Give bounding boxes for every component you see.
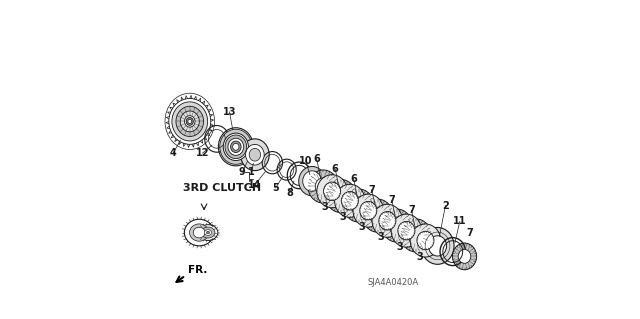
Text: 3RD CLUTCH: 3RD CLUTCH [184,183,262,193]
Ellipse shape [417,231,434,250]
Ellipse shape [230,141,241,152]
Ellipse shape [241,139,269,171]
Ellipse shape [220,129,252,164]
Text: 2: 2 [442,201,449,211]
Ellipse shape [381,209,412,242]
Ellipse shape [176,106,204,137]
Text: 3: 3 [339,212,346,222]
Ellipse shape [225,135,246,159]
Ellipse shape [249,152,260,164]
Text: 3: 3 [417,252,424,262]
Text: 10: 10 [299,156,312,166]
Ellipse shape [188,119,192,123]
Text: 4: 4 [170,148,177,158]
Text: FR.: FR. [188,265,207,275]
Ellipse shape [204,230,212,235]
Ellipse shape [428,236,447,256]
Text: 7: 7 [466,227,473,238]
Text: 3: 3 [397,242,403,252]
Text: SJA4A0420A: SJA4A0420A [367,278,419,287]
Ellipse shape [362,199,393,232]
Ellipse shape [379,211,396,230]
Ellipse shape [299,167,325,196]
Ellipse shape [370,207,386,224]
Ellipse shape [193,227,205,238]
Ellipse shape [165,93,214,150]
Ellipse shape [218,128,253,166]
Ellipse shape [398,221,415,240]
Text: 7: 7 [368,185,375,195]
Text: 5: 5 [272,183,279,193]
Ellipse shape [184,116,195,127]
Ellipse shape [172,102,207,141]
Ellipse shape [201,227,215,238]
Ellipse shape [180,111,199,132]
Ellipse shape [389,217,404,234]
Ellipse shape [344,189,374,222]
Ellipse shape [246,145,264,165]
Ellipse shape [372,204,403,237]
Text: 1: 1 [248,167,255,177]
Text: 9: 9 [239,167,246,177]
Ellipse shape [228,138,244,155]
Text: 6: 6 [350,174,357,183]
Ellipse shape [186,117,193,125]
Ellipse shape [333,188,349,204]
Text: 8: 8 [286,188,293,198]
Ellipse shape [233,143,239,150]
Ellipse shape [401,219,431,252]
Ellipse shape [223,133,248,160]
Text: 6: 6 [314,154,320,165]
Ellipse shape [326,180,356,212]
Text: 3: 3 [377,232,384,242]
Ellipse shape [353,194,383,227]
Ellipse shape [335,184,365,217]
Ellipse shape [410,224,441,257]
Text: 3: 3 [358,222,365,232]
Text: 12: 12 [196,148,209,158]
Ellipse shape [391,214,422,247]
Ellipse shape [207,231,209,234]
Ellipse shape [341,191,358,210]
Ellipse shape [308,170,339,203]
Ellipse shape [316,178,331,195]
Text: 6: 6 [332,164,339,174]
Ellipse shape [408,227,424,244]
Text: 7: 7 [388,195,395,205]
Ellipse shape [452,243,477,270]
Ellipse shape [421,227,454,264]
Ellipse shape [303,171,321,191]
Ellipse shape [458,249,471,263]
Ellipse shape [189,224,209,241]
Ellipse shape [249,148,260,161]
Ellipse shape [351,197,367,214]
Text: 14: 14 [248,180,262,190]
Ellipse shape [360,201,377,220]
Ellipse shape [324,182,340,201]
Ellipse shape [198,225,218,241]
Text: 11: 11 [453,216,467,226]
Text: 13: 13 [223,107,236,117]
Ellipse shape [317,175,348,208]
Text: 7: 7 [408,205,415,215]
Text: 3: 3 [321,202,328,212]
Ellipse shape [184,219,214,246]
